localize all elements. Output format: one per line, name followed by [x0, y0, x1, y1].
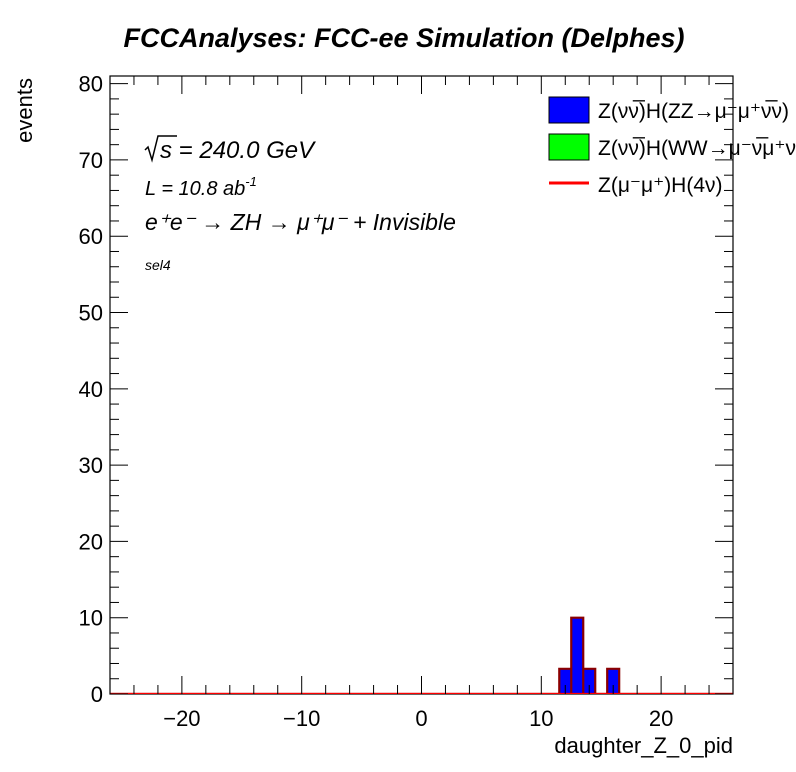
chart-title: FCCAnalyses: FCC-ee Simulation (Delphes): [123, 23, 684, 53]
x-tick-label: 10: [529, 706, 553, 731]
histogram-bar: [583, 668, 596, 694]
y-tick-label: 80: [79, 72, 103, 97]
x-tick-label: −10: [283, 706, 320, 731]
sqrt-symbol: [144, 135, 177, 163]
y-tick-label: 60: [79, 224, 103, 249]
plot-frame: [109, 75, 734, 695]
histogram-outline: [110, 616, 733, 694]
y-axis-label: events: [12, 78, 37, 143]
legend: Z(νν̅)H(ZZ→μ⁻μ⁺ν̅ν) Z(νν̅)H(WW→μ⁻ν̅μ⁺ν) …: [548, 96, 796, 197]
legend-label-4nu: Z(μ⁻μ⁺)H(4ν): [598, 174, 723, 197]
y-tick-label: 50: [79, 301, 103, 326]
legend-label-ww: Z(νν̅)H(WW→μ⁻ν̅μ⁺ν): [598, 137, 796, 160]
annotation-selection: sel4: [145, 257, 171, 273]
annotation-lumi: L = 10.8 ab: [145, 178, 245, 200]
x-tick-label: 20: [649, 706, 673, 731]
y-tick-label: 10: [79, 606, 103, 631]
y-tick-label: 20: [79, 529, 103, 554]
histogram-bars: [110, 616, 733, 694]
y-tick-label: 40: [79, 377, 103, 402]
axes: −20 −10 0 10 20 0 10 20 30 40 50 60 70 80: [79, 72, 734, 731]
annotation-sqrt-s: s: [160, 137, 172, 164]
annotation-lumi-exponent: -1: [245, 174, 257, 189]
annotations: s = 240.0 GeV L = 10.8 ab-1 e⁺e⁻ → ZH → …: [144, 135, 456, 273]
annotation-energy: = 240.0 GeV: [172, 137, 316, 164]
legend-label-zz: Z(νν̅)H(ZZ→μ⁻μ⁺ν̅ν): [598, 100, 789, 123]
annotation-process: e⁺e⁻ → ZH → μ⁺μ⁻ + Invisible: [145, 209, 456, 235]
x-axis-label: daughter_Z_0_pid: [554, 733, 733, 758]
histogram-bar: [559, 668, 572, 694]
svg-text:L = 10.8 ab-1: L = 10.8 ab-1: [145, 174, 257, 200]
svg-text:s = 240.0 GeV: s = 240.0 GeV: [160, 137, 316, 164]
x-tick-label: 0: [415, 706, 427, 731]
y-tick-label: 30: [79, 453, 103, 478]
y-tick-label: 0: [91, 682, 103, 707]
legend-swatch-zz: [548, 96, 590, 124]
x-tick-label: −20: [163, 706, 200, 731]
histogram-bar: [571, 617, 584, 694]
histogram-bar: [607, 668, 620, 694]
y-tick-label: 70: [79, 148, 103, 173]
legend-swatch-ww: [548, 133, 590, 161]
